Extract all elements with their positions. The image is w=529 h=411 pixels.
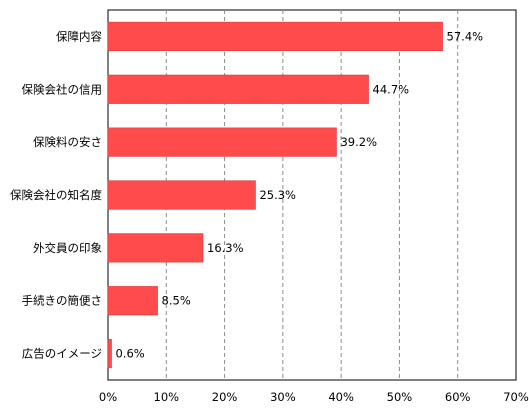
- category-label: 保険会社の信用: [22, 82, 103, 96]
- bar: [107, 286, 158, 316]
- x-axis-ticks: 0% 10% 20% 30% 40% 50% 60% 70%: [99, 390, 529, 404]
- category-label: 広告のイメージ: [22, 347, 102, 361]
- bar: [107, 233, 204, 263]
- data-label: 25.3%: [259, 188, 296, 202]
- category-label: 外交員の印象: [33, 241, 102, 255]
- data-label: 39.2%: [340, 135, 377, 149]
- x-tick-label: 30%: [270, 390, 296, 404]
- x-tick-label: 60%: [445, 390, 471, 404]
- bar: [107, 338, 112, 369]
- x-tick-label: 50%: [387, 390, 413, 404]
- data-label: 57.4%: [447, 29, 484, 43]
- category-label: 保険料の安さ: [33, 135, 102, 149]
- bar: [107, 127, 337, 157]
- category-labels: 保障内容保険会社の信用保険料の安さ保険会社の知名度外交員の印象手続きの簡便さ広告…: [10, 29, 102, 360]
- x-tick-label: 20%: [212, 390, 238, 404]
- category-label: 保険会社の知名度: [10, 188, 102, 202]
- x-tick-label: 70%: [503, 390, 529, 404]
- bar: [107, 21, 443, 51]
- data-labels: 57.4% 44.7% 39.2% 25.3% 16.3% 8.5% 0.6%: [115, 29, 483, 360]
- bars: [107, 21, 443, 369]
- bar: [107, 180, 256, 210]
- data-label: 44.7%: [373, 82, 410, 96]
- data-label: 8.5%: [162, 294, 191, 308]
- category-label: 保障内容: [56, 29, 102, 43]
- x-tick-label: 40%: [328, 390, 354, 404]
- category-label: 手続きの簡便さ: [22, 294, 103, 308]
- x-tick-label: 10%: [154, 390, 180, 404]
- data-label: 0.6%: [115, 347, 144, 361]
- bar: [107, 74, 369, 104]
- x-tick-label: 0%: [99, 390, 117, 404]
- data-label: 16.3%: [207, 241, 244, 255]
